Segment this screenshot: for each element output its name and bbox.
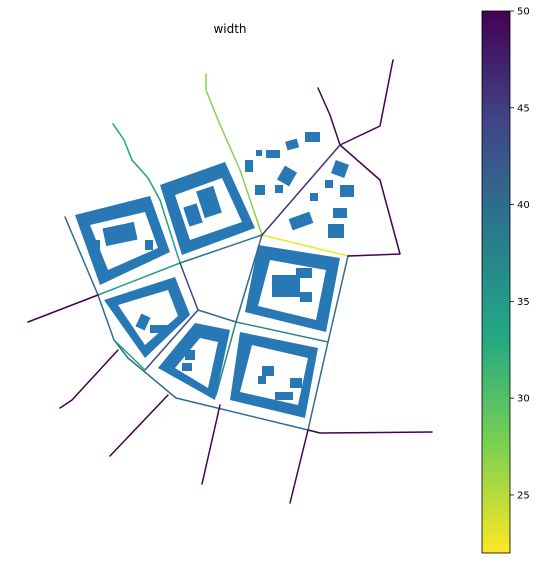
building	[196, 185, 222, 219]
colorbar-gradient	[481, 10, 511, 554]
building	[290, 378, 302, 388]
building	[258, 376, 266, 384]
map-title: width	[213, 22, 246, 36]
building-block	[158, 323, 230, 400]
street-segment	[97, 262, 181, 296]
building	[88, 240, 100, 250]
building	[276, 165, 298, 187]
building	[262, 366, 274, 376]
street-segment	[179, 234, 263, 264]
building	[275, 392, 293, 400]
building	[331, 160, 349, 178]
building	[145, 240, 153, 250]
street-segment	[27, 294, 99, 323]
building	[256, 150, 262, 156]
building-block	[230, 332, 318, 418]
building	[328, 224, 344, 238]
street-segment	[205, 73, 263, 236]
colorbar-tick-label: 40	[517, 200, 530, 211]
building	[266, 150, 280, 158]
building	[285, 138, 300, 151]
building	[272, 275, 300, 297]
building	[135, 313, 151, 331]
building	[183, 203, 203, 227]
building	[333, 208, 347, 218]
building	[185, 350, 195, 360]
colorbar-tick-label: 30	[517, 394, 530, 405]
building-block	[160, 162, 255, 255]
buildings-layer	[75, 132, 354, 418]
building	[288, 211, 314, 231]
building	[150, 325, 168, 333]
building	[296, 268, 312, 278]
street-segment	[113, 339, 177, 399]
colorbar-tick-label: 50	[517, 7, 530, 18]
street-segment	[261, 144, 341, 236]
street-segment	[317, 87, 341, 146]
street-segment	[261, 234, 349, 257]
street-segment	[327, 255, 349, 343]
building-block	[104, 277, 190, 358]
street-segment	[289, 429, 433, 504]
street-segment	[201, 404, 221, 485]
colorbar-tick-label: 25	[517, 490, 530, 501]
street-segment	[215, 321, 237, 396]
building	[340, 185, 354, 197]
street-segment	[112, 123, 181, 264]
building	[275, 185, 283, 193]
colorbar-tick-label: 35	[517, 297, 530, 308]
colorbar: 25 30 35 40 45 50	[481, 7, 530, 554]
building	[310, 193, 318, 201]
building	[325, 180, 333, 188]
street-segment	[197, 234, 263, 323]
street-segment	[144, 262, 199, 371]
street-segment	[307, 341, 329, 431]
building	[245, 160, 253, 172]
building	[182, 363, 192, 371]
streets-layer	[27, 59, 433, 504]
building-block	[75, 196, 170, 285]
building	[102, 221, 138, 247]
building-block	[245, 245, 340, 332]
building	[305, 132, 320, 142]
street-segment	[235, 321, 329, 343]
street-segment	[59, 349, 119, 409]
colorbar-tick-label: 45	[517, 103, 530, 114]
street-segment	[109, 394, 169, 457]
building	[300, 292, 312, 302]
building	[255, 185, 265, 195]
street-segment	[339, 59, 401, 257]
street-segment	[113, 339, 146, 371]
street-segment	[175, 397, 309, 431]
